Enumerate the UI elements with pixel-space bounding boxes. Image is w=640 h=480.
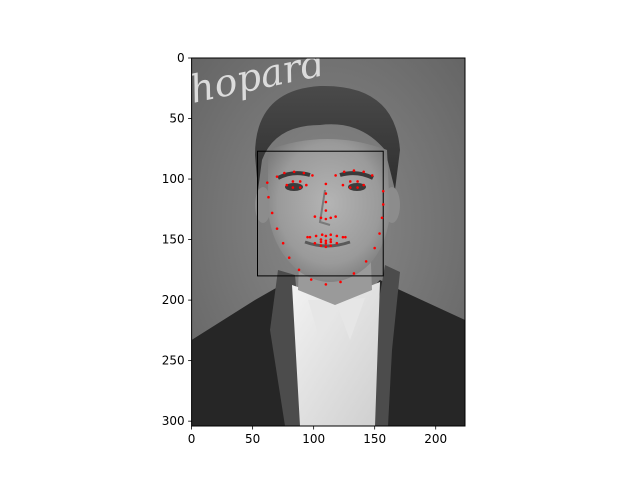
landmark-point [370,174,374,177]
landmark-point [324,209,328,212]
landmark-point [275,227,279,230]
x-tick-label: 200 [424,432,447,446]
landmark-point [314,234,318,238]
landmark-point [305,183,308,187]
y-tick-label: 150 [162,233,185,247]
x-tick-label: 0 [188,432,196,446]
landmark-point [313,241,317,245]
landmark-point [281,241,285,245]
landmark-point [265,181,269,184]
landmark-point [324,182,328,186]
x-tick-label: 150 [363,432,386,446]
landmark-point [324,234,328,238]
landmark-point [329,216,333,220]
landmark-point [302,171,306,175]
landmark-points [265,169,385,286]
landmark-point [362,170,365,174]
axes-frame [191,57,466,427]
landmark-point [334,174,337,177]
landmark-point [324,283,328,286]
x-axis: 0 50 100 150 200 [188,426,447,446]
landmark-point [297,268,301,272]
landmark-point [348,180,352,183]
landmark-point [311,174,314,177]
landmark-point [285,183,289,187]
landmark-point [287,256,291,260]
landmark-point [319,238,323,241]
landmark-point [298,186,302,189]
face-bounding-box [257,150,384,277]
x-tick-label: 100 [302,432,325,446]
landmark-point [352,272,356,275]
landmark-point [362,183,365,187]
landmark-point [324,200,328,204]
landmark-point [329,240,333,244]
landmark-point [298,180,302,183]
landmark-point [378,232,381,235]
landmark-point [270,211,274,215]
landmark-point [335,234,339,238]
landmark-point [291,180,295,183]
landmark-point [320,233,324,237]
landmark-point [313,215,317,218]
landmark-point [356,186,359,189]
landmark-point [319,216,323,220]
y-tick-label: 300 [162,414,185,428]
landmark-point [292,170,296,174]
y-tick-label: 250 [162,354,185,368]
landmark-point [334,215,337,218]
landmark-point [306,235,309,239]
y-tick-label: 50 [169,112,184,126]
y-axis: 0 50 100 150 200 250 300 [162,51,192,428]
landmark-point [341,235,345,239]
portrait-photo: hopard [191,58,465,426]
landmark-point [348,186,352,189]
landmark-point [356,180,359,183]
landmark-point [381,189,385,193]
landmark-point [291,186,295,189]
landmark-point [352,169,356,172]
landmark-point [381,203,385,206]
landmark-point [335,241,339,245]
landmark-point [373,246,376,250]
landmark-point [329,233,333,237]
landmark-point [309,278,313,281]
landmark-point [324,217,328,221]
landmark-point [341,183,345,187]
landmark-point [324,239,328,243]
landmark-point [364,260,368,263]
landmark-point [324,241,328,245]
landmark-point [275,175,279,178]
landmark-point [319,240,323,244]
landmark-point [283,171,286,175]
landmark-point [380,216,384,220]
x-tick-label: 50 [245,432,260,446]
landmark-point [344,235,347,239]
landmark-point [342,170,346,174]
landmark-point [339,280,342,284]
landmark-point [267,195,270,199]
y-tick-label: 200 [162,293,185,307]
landmark-point [329,238,333,241]
y-tick-label: 100 [162,172,185,186]
landmark-point [324,192,328,195]
landmark-point [324,245,328,249]
landmark-point [308,235,312,239]
y-tick-label: 0 [177,51,185,65]
landmark-point [319,244,323,247]
landmark-point [329,244,333,247]
